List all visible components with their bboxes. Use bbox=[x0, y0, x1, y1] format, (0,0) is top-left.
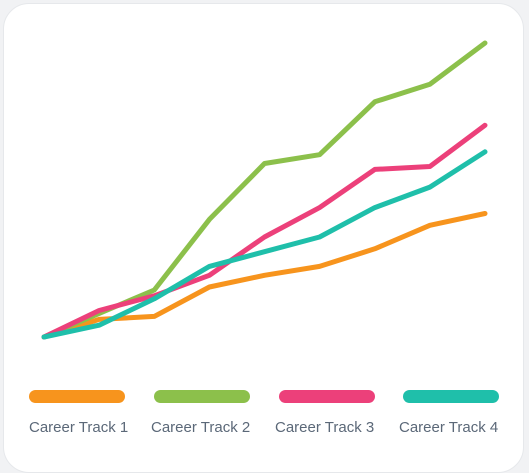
legend-label-career-track-1: Career Track 1 bbox=[29, 419, 129, 436]
legend-label-career-track-2: Career Track 2 bbox=[151, 419, 251, 436]
legend-swatch-career-track-1 bbox=[29, 390, 125, 403]
legend-swatch-career-track-4 bbox=[403, 390, 499, 403]
series-line-career-track-4 bbox=[41, 149, 488, 340]
legend-item-career-track-4: Career Track 4 bbox=[399, 388, 513, 444]
legend-swatch-career-track-2 bbox=[154, 390, 250, 403]
legend-item-career-track-1: Career Track 1 bbox=[29, 388, 139, 444]
series-line-career-track-3 bbox=[41, 122, 488, 340]
legend: Career Track 1 Career Track 2 Career Tra… bbox=[0, 388, 529, 448]
legend-swatch-career-track-3 bbox=[279, 390, 375, 403]
series-layer bbox=[41, 40, 488, 340]
legend-item-career-track-3: Career Track 3 bbox=[275, 388, 389, 444]
legend-item-career-track-2: Career Track 2 bbox=[151, 388, 264, 444]
line-chart bbox=[41, 40, 488, 340]
legend-label-career-track-3: Career Track 3 bbox=[275, 419, 375, 436]
legend-label-career-track-4: Career Track 4 bbox=[399, 419, 499, 436]
